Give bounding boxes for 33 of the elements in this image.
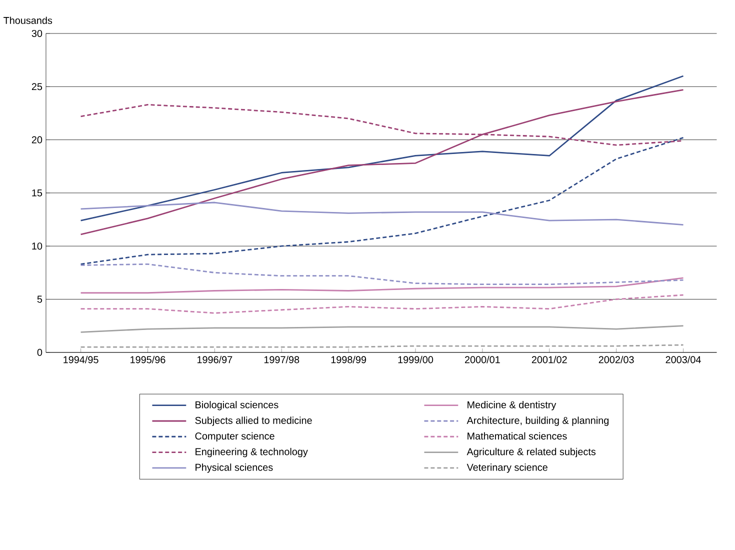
y-tick-label: 20 [32, 136, 42, 144]
x-tick-label: 1994/95 [64, 356, 98, 364]
y-tick-label: 5 [37, 296, 42, 303]
x-tick-label: 1997/98 [264, 356, 300, 364]
x-tick-label: 2002/03 [598, 356, 634, 364]
legend-label: Computer science [195, 432, 274, 442]
x-tick-label: 1996/97 [197, 356, 232, 364]
x-tick-label: 2001/02 [532, 356, 567, 364]
legend-label: Agriculture & related subjects [466, 448, 596, 458]
legend-label: Engineering & technology [196, 448, 308, 458]
legend-label: Veterinary science [466, 463, 548, 473]
line-series [80, 294, 684, 314]
legend-label: Physical sciences [196, 463, 273, 473]
x-tick-label: 1995/96 [130, 356, 166, 364]
x-tick-label: 1998/99 [331, 356, 366, 364]
legend-label: Subjects allied to medicine [195, 416, 312, 426]
line-series [80, 75, 684, 222]
x-tick-label: 2000/01 [464, 356, 500, 364]
y-tick-label: 10 [32, 242, 42, 250]
line-series [80, 136, 684, 265]
x-tick-label: 1999/00 [398, 356, 434, 364]
x-tick-label: 2003/04 [666, 356, 701, 364]
line-series [80, 277, 684, 294]
y-tick-label: 30 [32, 30, 42, 37]
y-axis-title: Thousands [4, 16, 52, 24]
line-series [80, 89, 684, 236]
legend-label: Architecture, building & planning [466, 416, 609, 426]
legend-label: Biological sciences [196, 400, 278, 410]
y-tick-label: 0 [37, 348, 42, 356]
legend-label: Mathematical sciences [468, 432, 567, 440]
y-tick-label: 25 [32, 83, 42, 90]
legend-label: Medicine & dentistry [468, 400, 556, 410]
y-tick-label: 15 [32, 189, 42, 196]
